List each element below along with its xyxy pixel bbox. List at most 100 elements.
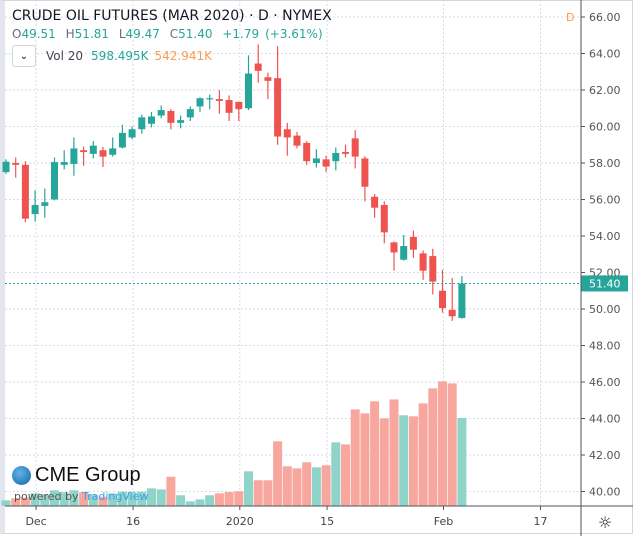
candle-down — [322, 159, 330, 167]
title-separator: · — [268, 8, 283, 24]
low-value: 49.47 — [125, 27, 160, 41]
volume-bar — [98, 496, 108, 506]
ohlc-values: O49.51 H51.81 L49.47 C51.40 +1.79 (+3.61%… — [12, 27, 332, 41]
series-title: CRUDE OIL FUTURES (MAR 2020) · D · NYMEX — [12, 8, 332, 24]
volume-bar — [40, 494, 50, 506]
volume-bar — [1, 500, 11, 506]
candle-down — [99, 150, 107, 157]
volume-bar — [438, 381, 447, 506]
y-tick-label: 62.00 — [589, 84, 621, 97]
candle-down — [429, 256, 437, 282]
volume-value: 598.495K — [91, 49, 149, 63]
candle-up — [31, 204, 39, 215]
logo-text: CME Group — [35, 464, 141, 486]
candle-down — [21, 164, 29, 219]
candle-down — [264, 77, 272, 81]
candle-up — [2, 161, 10, 173]
volume-bar — [108, 493, 118, 506]
candle-down — [409, 236, 417, 250]
y-tick-label: 44.00 — [589, 413, 621, 426]
y-tick-label: 64.00 — [589, 48, 621, 61]
y-tick-label: 40.00 — [589, 486, 621, 499]
exchange-label: NYMEX — [282, 8, 332, 24]
chevron-down-icon: ⌄ — [19, 50, 29, 62]
powered-by: powered by TradingView — [14, 490, 148, 503]
volume-bar — [137, 491, 147, 506]
candle-down — [303, 142, 311, 162]
volume-bar — [292, 468, 302, 506]
x-tick-label: Feb — [434, 515, 453, 528]
candle-down — [225, 100, 233, 113]
interval-label[interactable]: D — [257, 8, 269, 24]
y-tick-label: 66.00 — [589, 11, 621, 24]
candle-up — [41, 202, 49, 206]
candle-up — [51, 162, 58, 200]
low-label: L — [118, 27, 126, 41]
volume-bar — [273, 441, 283, 506]
symbol-name[interactable]: CRUDE OIL FUTURES (MAR 2020) — [12, 8, 245, 24]
cme-group-logo[interactable]: CME Group — [12, 464, 141, 487]
candle-up — [70, 148, 78, 164]
volume-indicator-name[interactable]: Vol 20 — [46, 49, 84, 63]
volume-bar — [147, 488, 156, 506]
candle-down — [12, 163, 20, 165]
candle-up — [177, 120, 185, 123]
candle-up — [332, 152, 340, 162]
volume-bar — [214, 493, 224, 506]
last-price-label: 51.40 — [589, 277, 621, 290]
volume-bar — [166, 476, 176, 506]
y-tick-label: 54.00 — [589, 230, 621, 243]
candle-down — [283, 129, 291, 138]
x-tick-label: Dec — [25, 515, 46, 528]
chart-legend: CRUDE OIL FUTURES (MAR 2020) · D · NYMEX… — [12, 8, 332, 67]
candle-up — [128, 129, 136, 138]
tradingview-link[interactable]: TradingView — [82, 490, 149, 503]
candle-up — [206, 98, 214, 100]
globe-icon — [12, 466, 31, 485]
volume-bar — [263, 480, 273, 506]
volume-bar — [59, 492, 69, 506]
volume-bar — [234, 491, 244, 506]
volume-bar — [282, 466, 292, 506]
volume-bar — [50, 490, 59, 506]
x-tick-label: 2020 — [226, 515, 254, 528]
candle-down — [371, 196, 379, 208]
volume-bar — [253, 480, 263, 506]
volume-bar — [379, 418, 389, 506]
candle-up — [312, 158, 320, 163]
x-tick-label: 15 — [320, 515, 334, 528]
candle-down — [235, 101, 243, 110]
scale-mode-marker: D — [566, 11, 575, 24]
volume-bar — [350, 409, 360, 506]
candle-down — [254, 63, 262, 71]
chart-settings-button[interactable]: ☼ — [596, 512, 614, 532]
candle-down — [419, 253, 427, 271]
gear-icon: ☼ — [597, 512, 613, 532]
candle-down — [342, 152, 349, 154]
candle-down — [380, 204, 388, 233]
candle-down — [274, 78, 282, 137]
volume-bar — [341, 444, 350, 506]
candle-up — [400, 246, 408, 260]
volume-bar — [311, 467, 321, 506]
candle-up — [118, 132, 126, 148]
volume-bar — [370, 401, 380, 506]
volume-bar — [30, 493, 40, 506]
candle-up — [196, 98, 204, 107]
volume-bar — [447, 383, 457, 506]
candle-up — [148, 116, 155, 124]
last-price-badge — [581, 275, 628, 292]
volume-bar — [399, 415, 409, 506]
volume-bar — [418, 403, 428, 506]
volume-bar — [69, 490, 79, 506]
y-tick-label: 58.00 — [589, 157, 621, 170]
volume-bar — [302, 462, 312, 506]
volume-bar — [205, 495, 215, 506]
volume-bar — [88, 494, 98, 506]
volume-bar — [331, 442, 341, 506]
candle-up — [245, 73, 252, 109]
collapse-legend-button[interactable]: ⌄ — [12, 45, 36, 67]
candle-down — [448, 309, 456, 317]
